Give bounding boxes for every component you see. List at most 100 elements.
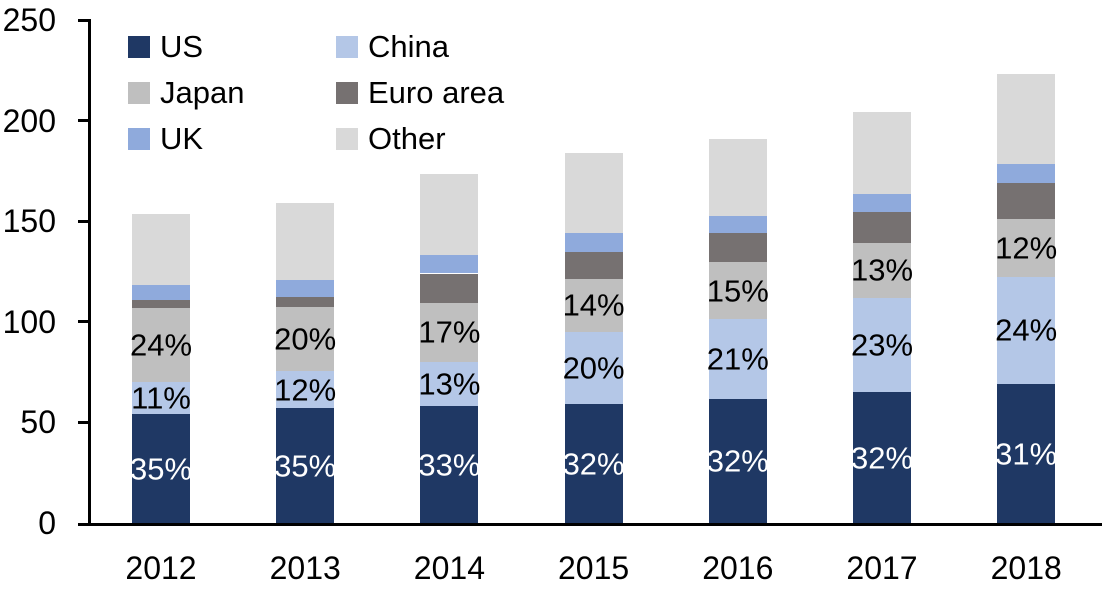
bar-2018-japan bbox=[997, 219, 1056, 277]
legend-item-other: Other bbox=[336, 123, 446, 154]
segment-label: 12% bbox=[274, 372, 337, 408]
legend-swatch-icon bbox=[128, 35, 150, 58]
bar-2013-us bbox=[276, 408, 335, 523]
bar-2018-other bbox=[997, 74, 1056, 164]
bar-2013-euro-area bbox=[276, 296, 335, 307]
segment-label: 20% bbox=[562, 350, 625, 386]
y-axis-tick-mark bbox=[78, 119, 91, 123]
bar-2015-other bbox=[564, 152, 623, 234]
bar-2018-us bbox=[997, 384, 1056, 523]
bar-2016-euro-area bbox=[708, 233, 767, 263]
y-axis-tick-label: 200 bbox=[2, 102, 56, 139]
legend-label: Euro area bbox=[368, 75, 505, 110]
legend-label: Japan bbox=[160, 75, 245, 110]
bar-2014-uk bbox=[420, 255, 479, 274]
legend-item-uk: UK bbox=[128, 123, 203, 154]
x-axis-label: 2017 bbox=[846, 550, 918, 586]
bar-2016-china bbox=[708, 318, 767, 400]
x-axis-label: 2018 bbox=[990, 550, 1062, 586]
bar-2014-other bbox=[420, 173, 479, 256]
segment-label: 13% bbox=[850, 252, 914, 288]
y-axis-tick-label: 100 bbox=[2, 303, 56, 340]
x-axis-line bbox=[78, 523, 1102, 526]
segment-label: 32% bbox=[706, 443, 769, 479]
bar-2013-other bbox=[276, 203, 335, 280]
legend-item-euro-area: Euro area bbox=[336, 77, 504, 108]
legend-label: US bbox=[160, 29, 204, 64]
legend-swatch-icon bbox=[336, 127, 358, 150]
x-axis-label: 2013 bbox=[269, 550, 341, 586]
bar-2017-euro-area bbox=[853, 212, 911, 244]
legend-swatch-icon bbox=[336, 35, 358, 58]
bar-2014-japan bbox=[420, 302, 479, 363]
y-axis-tick-mark bbox=[78, 420, 91, 424]
segment-label: 14% bbox=[562, 287, 625, 323]
bar-2017-japan bbox=[853, 243, 911, 298]
bar-2014-china bbox=[420, 362, 479, 407]
bar-2012-china bbox=[132, 382, 190, 415]
segment-label: 32% bbox=[562, 446, 625, 482]
bar-2012-other bbox=[132, 214, 190, 285]
x-axis-label: 2012 bbox=[125, 550, 197, 586]
y-axis-tick-mark bbox=[78, 320, 91, 324]
segment-label: 15% bbox=[706, 273, 769, 309]
legend-item-us: US bbox=[128, 31, 203, 62]
bar-2018-uk bbox=[997, 163, 1056, 183]
legend-label: China bbox=[368, 29, 449, 64]
segment-label: 24% bbox=[129, 327, 193, 363]
legend-item-japan: Japan bbox=[128, 77, 244, 108]
bar-2016-other bbox=[708, 138, 767, 217]
segment-label: 11% bbox=[131, 380, 191, 416]
bar-2013-uk bbox=[276, 279, 335, 297]
bar-2015-japan bbox=[564, 278, 623, 332]
bar-2012-uk bbox=[132, 284, 190, 300]
bar-2017-us bbox=[853, 392, 911, 523]
legend-label: Other bbox=[368, 121, 446, 156]
legend-swatch-icon bbox=[128, 127, 150, 150]
bar-2016-us bbox=[708, 399, 767, 523]
bar-2014-us bbox=[420, 406, 479, 523]
bar-2015-uk bbox=[564, 233, 623, 253]
bar-2015-us bbox=[564, 404, 623, 523]
segment-label: 13% bbox=[418, 366, 481, 402]
bar-2017-china bbox=[853, 297, 911, 393]
y-axis-tick-label: 150 bbox=[2, 203, 56, 240]
legend-swatch-icon bbox=[336, 81, 358, 104]
y-axis-line bbox=[88, 20, 91, 526]
y-axis-tick-label: 50 bbox=[20, 404, 56, 441]
bar-2017-uk bbox=[853, 194, 911, 213]
segment-label: 17% bbox=[418, 314, 481, 350]
segment-label: 32% bbox=[850, 440, 914, 476]
y-axis-tick-mark bbox=[78, 219, 91, 223]
y-axis-tick-mark bbox=[78, 18, 91, 22]
y-axis-tick-label: 250 bbox=[2, 2, 56, 38]
bar-2018-euro-area bbox=[997, 182, 1056, 220]
bar-2012-euro-area bbox=[132, 299, 190, 308]
bar-2016-japan bbox=[708, 262, 767, 319]
legend-item-china: China bbox=[336, 31, 449, 62]
bar-2017-other bbox=[853, 111, 911, 195]
segment-label: 24% bbox=[995, 312, 1058, 348]
y-axis-tick-label: 0 bbox=[38, 505, 56, 541]
bar-2016-uk bbox=[708, 216, 767, 234]
bar-2015-euro-area bbox=[564, 252, 623, 279]
segment-label: 23% bbox=[850, 327, 914, 363]
x-axis-label: 2014 bbox=[413, 550, 485, 586]
segment-label: 31% bbox=[995, 436, 1058, 472]
segment-label: 35% bbox=[274, 448, 337, 484]
segment-label: 12% bbox=[995, 230, 1058, 266]
bar-2013-japan bbox=[276, 306, 335, 372]
x-axis-label: 2016 bbox=[702, 550, 774, 586]
bar-2013-china bbox=[276, 371, 335, 409]
segment-label: 33% bbox=[418, 447, 481, 483]
legend-swatch-icon bbox=[128, 81, 150, 104]
segment-label: 21% bbox=[706, 341, 769, 377]
bar-2015-china bbox=[564, 331, 623, 405]
legend-label: UK bbox=[160, 121, 204, 156]
segment-label: 35% bbox=[129, 451, 193, 487]
x-axis-label: 2015 bbox=[558, 550, 630, 586]
bar-2018-china bbox=[997, 276, 1056, 385]
bar-2012-us bbox=[132, 414, 190, 523]
segment-label: 20% bbox=[274, 321, 337, 357]
